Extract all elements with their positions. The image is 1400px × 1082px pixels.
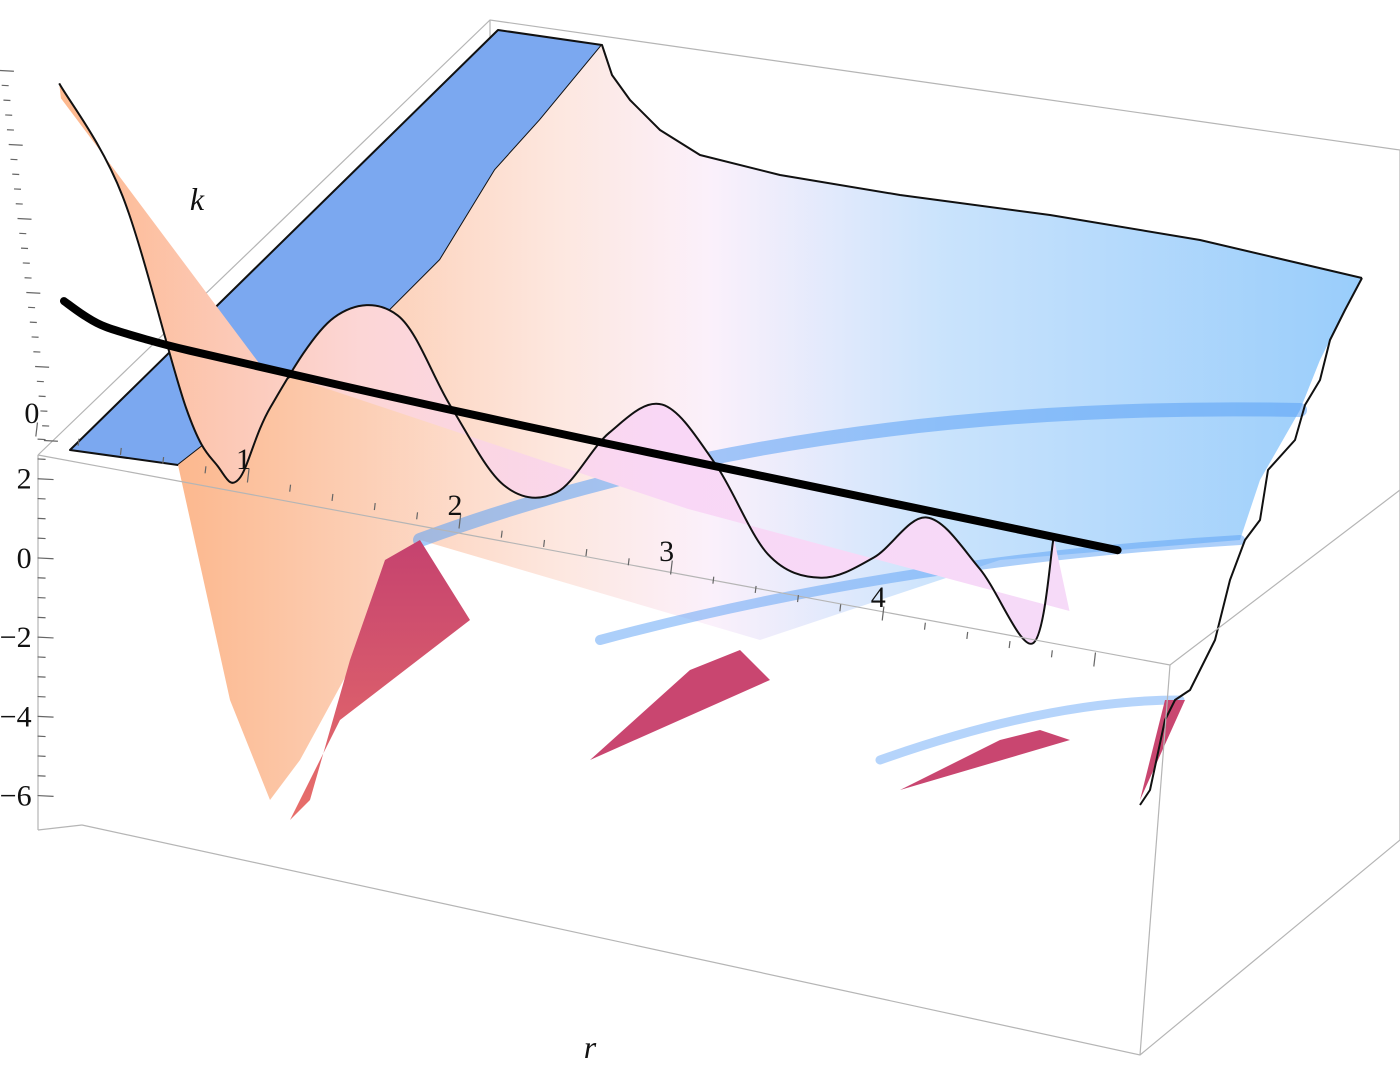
r-tick-mark xyxy=(796,595,799,603)
r-tick-mark xyxy=(119,447,122,455)
r-tick-label: 0 xyxy=(24,397,39,430)
z-tick-label: 0 xyxy=(17,542,32,575)
r-tick-mark xyxy=(204,466,207,474)
z-tick-label: −6 xyxy=(0,780,32,813)
r-axis-label: r xyxy=(584,1029,597,1065)
r-tick-mark xyxy=(627,558,630,566)
r-tick-mark xyxy=(162,457,165,465)
z-tick-mark xyxy=(37,557,54,560)
z-tick-mark xyxy=(37,636,54,639)
underside-1 xyxy=(290,540,470,820)
r-tick-mark xyxy=(416,512,419,520)
underside-2 xyxy=(590,650,770,760)
surface-front-edge xyxy=(58,82,1055,645)
z-tick-label: −4 xyxy=(0,700,32,733)
z-tick-label: 2 xyxy=(17,463,32,496)
black-curve xyxy=(60,297,1122,555)
r-tick-label: 2 xyxy=(448,489,463,522)
r-tick-mark xyxy=(966,631,969,639)
r-tick-mark xyxy=(331,493,334,501)
k-tick-mark xyxy=(35,365,50,368)
z-axis: 2 0 −2 −4 −6 xyxy=(0,438,54,813)
r-tick-mark xyxy=(1093,652,1097,667)
k-axis-label: k xyxy=(190,181,205,217)
r-tick-mark xyxy=(839,604,842,612)
valley-band-3 xyxy=(875,695,1185,765)
r-tick-mark xyxy=(458,514,462,529)
k-tick-mark xyxy=(8,143,23,146)
bounding-box-front xyxy=(37,454,1400,1056)
r-tick-mark xyxy=(77,438,80,446)
r-tick-label: 4 xyxy=(871,581,886,614)
underside-3 xyxy=(900,730,1070,790)
valley-band-2 xyxy=(595,535,1245,645)
r-tick-mark xyxy=(923,622,926,630)
r-tick-mark xyxy=(585,549,588,557)
r-tick-mark xyxy=(670,560,673,575)
r-tick-mark xyxy=(712,576,715,584)
k-tick-mark xyxy=(26,291,41,294)
r-tick-mark xyxy=(754,585,757,593)
k-tick-mark xyxy=(43,439,58,442)
r-tick-mark xyxy=(881,606,885,621)
r-tick-mark xyxy=(289,484,292,492)
surface-top xyxy=(178,45,1362,800)
r-tick-mark xyxy=(373,503,376,511)
r-tick-mark xyxy=(246,468,250,483)
z-tick-label: −2 xyxy=(0,621,32,654)
r-tick-mark xyxy=(500,530,503,538)
z-tick-mark xyxy=(37,794,54,797)
surface-right-edge xyxy=(1139,277,1363,806)
z-tick-mark xyxy=(37,478,54,481)
z-tick-mark xyxy=(37,715,54,718)
r-tick-mark xyxy=(1050,650,1053,658)
underside-4 xyxy=(1140,700,1185,800)
r-tick-label: 1 xyxy=(236,443,251,476)
r-tick-label: 3 xyxy=(659,535,674,568)
surface-back-edge xyxy=(601,44,1363,279)
r-tick-mark xyxy=(543,539,546,547)
r-tick-mark xyxy=(1008,641,1011,649)
valley-band-1 xyxy=(413,402,1307,547)
k-tick-mark xyxy=(0,69,14,72)
r-tick-mark xyxy=(35,422,39,437)
k-tick-mark xyxy=(17,217,32,220)
r-axis: 0 1 2 3 4 xyxy=(24,397,1097,667)
